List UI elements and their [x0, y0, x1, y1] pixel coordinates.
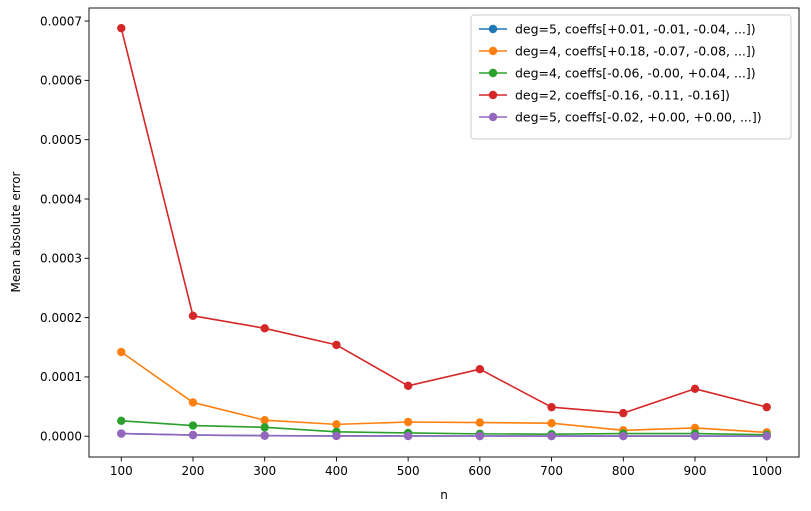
data-point — [260, 423, 269, 432]
data-point — [117, 429, 126, 438]
x-tick-label: 700 — [540, 464, 563, 478]
series-5 — [117, 429, 771, 441]
data-point — [117, 416, 126, 426]
plot-area: 100 200 300 400 500 600 700 800 900 1000 0.0000 0.0… — [40, 7, 800, 478]
data-point — [260, 416, 269, 425]
data-point — [690, 431, 700, 441]
legend-item: deg=4, coeffs[+0.18, -0.07, -0.08, ...]) — [479, 44, 756, 59]
x-tick-label: 900 — [684, 464, 707, 478]
y-tick-label: 0.0005 — [40, 133, 82, 147]
legend-label: deg=5, coeffs[-0.02, +0.00, +0.00, ...]) — [515, 110, 762, 125]
data-point — [260, 324, 269, 333]
data-point — [188, 421, 198, 430]
x-tick-label: 300 — [253, 464, 276, 478]
data-point — [332, 420, 341, 429]
x-axis-label: n — [440, 488, 448, 502]
legend-item: deg=4, coeffs[-0.06, -0.00, +0.04, ...]) — [479, 66, 756, 81]
legend-marker — [488, 90, 498, 100]
legend-item: deg=5, coeffs[-0.02, +0.00, +0.00, ...]) — [479, 110, 762, 125]
legend-marker — [488, 112, 498, 122]
axes-frame — [88, 7, 800, 458]
data-point — [403, 417, 413, 427]
data-point — [403, 431, 413, 441]
data-point — [188, 398, 198, 407]
y-tick-label: 0.0006 — [40, 74, 82, 88]
data-point — [188, 430, 198, 440]
legend-item: deg=5, coeffs[+0.01, -0.01, -0.04, ...]) — [479, 22, 756, 37]
data-point — [403, 381, 413, 391]
series-line — [121, 432, 767, 437]
data-point — [619, 408, 628, 418]
data-point — [762, 402, 771, 412]
legend-label: deg=2, coeffs[-0.16, -0.11, -0.16]) — [515, 88, 730, 103]
legend: deg=5, coeffs[+0.01, -0.01, -0.04, ...])… — [470, 14, 792, 140]
series-line — [120, 27, 767, 414]
data-point — [117, 23, 126, 33]
series-line — [121, 420, 767, 436]
data-point — [188, 311, 198, 321]
legend-label: deg=4, coeffs[-0.06, -0.00, +0.04, ...]) — [515, 66, 756, 81]
y-tick-label: 0.0003 — [40, 252, 82, 266]
data-point — [547, 431, 556, 441]
data-point — [332, 431, 341, 441]
x-tick-label: 600 — [468, 464, 491, 478]
series-4 — [117, 23, 771, 418]
data-point — [475, 365, 485, 374]
x-tick-label: 400 — [325, 464, 348, 478]
x-tick-label: 200 — [182, 464, 205, 478]
legend-label: deg=5, coeffs[+0.01, -0.01, -0.04, ...]) — [515, 22, 756, 37]
data-point — [475, 418, 485, 427]
y-axis-label: Mean absolute error — [9, 171, 23, 292]
x-tick-label: 800 — [612, 464, 635, 478]
y-tick-label: 0.0002 — [40, 311, 82, 325]
data-point — [547, 402, 556, 412]
y-tick-label: 0.0000 — [40, 430, 82, 444]
x-tick-label: 100 — [110, 464, 133, 478]
data-point — [762, 431, 771, 441]
data-point — [547, 418, 556, 428]
legend-marker — [488, 24, 498, 34]
y-tick-label: 0.0007 — [40, 14, 82, 28]
data-point — [117, 347, 126, 357]
legend-item: deg=2, coeffs[-0.16, -0.11, -0.16]) — [479, 88, 730, 103]
legend-label: deg=4, coeffs[+0.18, -0.07, -0.08, ...]) — [515, 44, 756, 59]
y-tick-label: 0.0004 — [40, 192, 82, 206]
data-point — [619, 431, 628, 441]
legend-marker — [488, 68, 498, 78]
y-tick-label: 0.0001 — [40, 370, 82, 384]
legend-box — [470, 14, 792, 140]
data-point — [475, 431, 485, 441]
data-point — [260, 431, 269, 440]
data-point — [690, 384, 700, 393]
legend-marker — [488, 46, 498, 56]
x-tick-label: 1000 — [751, 464, 782, 478]
x-tick-label: 500 — [397, 464, 420, 478]
data-point — [332, 340, 341, 350]
series-line — [120, 351, 767, 434]
